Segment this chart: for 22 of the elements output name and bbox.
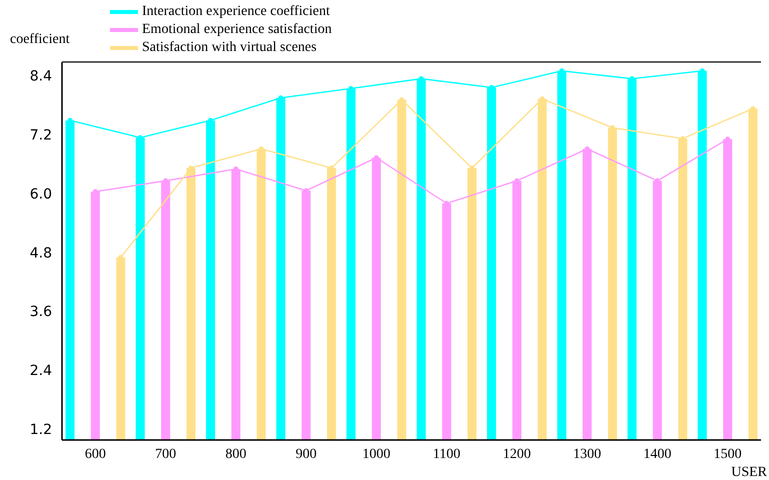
legend-label: Interaction experience coefficient (142, 4, 330, 20)
x-tick-label: 800 (225, 447, 246, 462)
x-axis-title: USER (731, 465, 768, 480)
x-tick-label: 1100 (432, 447, 460, 462)
y-tick-label: 6.0 (30, 186, 52, 202)
x-tick-label: 1200 (502, 447, 531, 462)
y-tick-label: 7.2 (30, 127, 52, 144)
x-tick-label: 600 (84, 447, 106, 462)
legend-label: Satisfaction with virtual scenes (142, 40, 317, 56)
y-tick-label: 1.2 (30, 422, 52, 438)
y-tick-label: 4.8 (30, 245, 52, 262)
x-tick-label: 1000 (362, 447, 390, 462)
x-tick-label: 700 (155, 447, 176, 462)
x-tick-label: 900 (296, 447, 317, 462)
x-tick-label: 1400 (643, 447, 672, 462)
legend-label: Emotional experience satisfaction (142, 22, 332, 38)
y-tick-label: 2.4 (30, 363, 52, 380)
y-axis-title: coefficient (10, 32, 70, 47)
y-tick-label: 3.6 (30, 304, 52, 320)
y-tick-label: 8.4 (30, 68, 52, 85)
x-tick-label: 1500 (714, 447, 742, 462)
x-tick-label: 1300 (573, 447, 602, 462)
